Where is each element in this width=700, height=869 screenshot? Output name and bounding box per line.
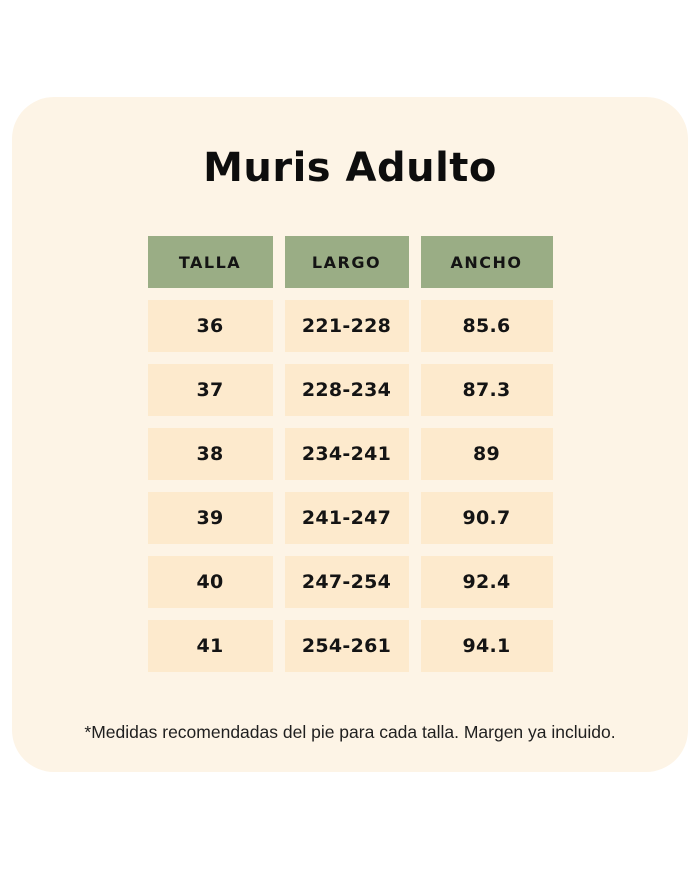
cell-ancho: 85.6	[420, 300, 553, 352]
cell-ancho: 90.7	[420, 492, 553, 544]
cell-talla: 37	[147, 364, 273, 416]
cell-largo: 241-247	[284, 492, 409, 544]
column-header-ancho: ANCHO	[420, 236, 553, 288]
footnote: *Medidas recomendadas del pie para cada …	[84, 722, 616, 742]
column-header-talla: TALLA	[147, 236, 273, 288]
size-table: TALLA LARGO ANCHO 36 221-228 85.6 37 228…	[147, 236, 553, 672]
cell-talla: 41	[147, 620, 273, 672]
cell-talla: 40	[147, 556, 273, 608]
column-header-largo: LARGO	[284, 236, 409, 288]
cell-ancho: 92.4	[420, 556, 553, 608]
cell-largo: 247-254	[284, 556, 409, 608]
cell-talla: 39	[147, 492, 273, 544]
cell-ancho: 94.1	[420, 620, 553, 672]
cell-largo: 254-261	[284, 620, 409, 672]
cell-talla: 38	[147, 428, 273, 480]
cell-largo: 228-234	[284, 364, 409, 416]
cell-ancho: 89	[420, 428, 553, 480]
cell-largo: 221-228	[284, 300, 409, 352]
cell-talla: 36	[147, 300, 273, 352]
cell-largo: 234-241	[284, 428, 409, 480]
cell-ancho: 87.3	[420, 364, 553, 416]
page-title: Muris Adulto	[203, 145, 497, 191]
size-chart-card: Muris Adulto TALLA LARGO ANCHO 36 221-22…	[12, 97, 688, 772]
